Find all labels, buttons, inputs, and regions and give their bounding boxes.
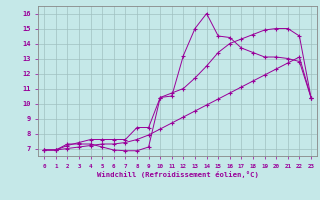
- X-axis label: Windchill (Refroidissement éolien,°C): Windchill (Refroidissement éolien,°C): [97, 171, 259, 178]
